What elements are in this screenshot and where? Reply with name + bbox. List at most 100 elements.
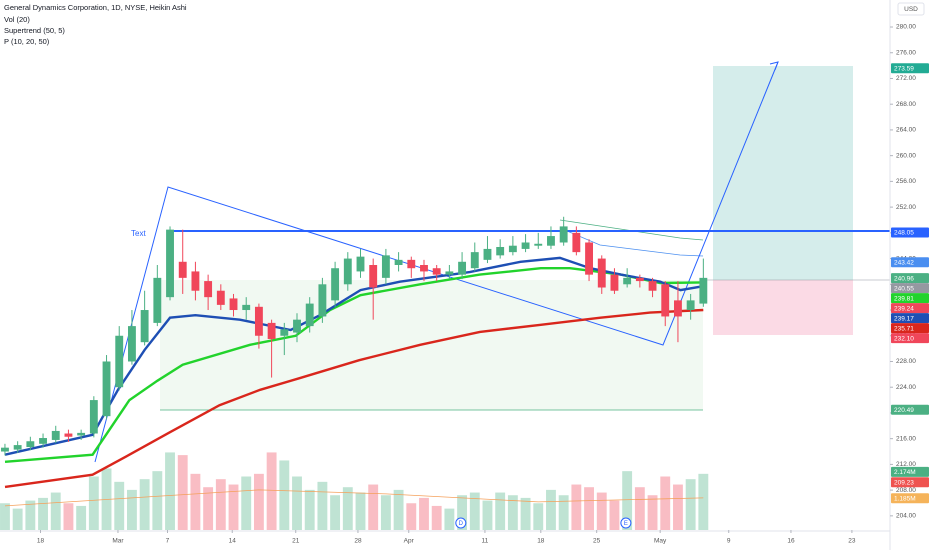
price-badge [891, 63, 929, 74]
candle-body [64, 433, 73, 437]
candle-body [610, 274, 619, 291]
price-badge [891, 493, 929, 504]
volume-bar [50, 492, 61, 530]
price-badge-label: 220.49 [894, 407, 914, 414]
volume-bar [685, 479, 696, 530]
volume-bar [457, 495, 468, 530]
price-badge-label: 239.24 [894, 305, 914, 312]
volume-bar [88, 476, 99, 530]
candle-body [1, 447, 9, 452]
price-badge-label: 243.42 [894, 260, 914, 267]
candle-body [153, 277, 162, 323]
candle-body [178, 261, 187, 278]
candle-body [547, 236, 555, 246]
volume-bar [596, 492, 607, 530]
line-series [4, 256, 704, 456]
x-tick-label: 25 [593, 538, 601, 545]
volume-bar [38, 497, 48, 530]
x-tick-label: 9 [727, 538, 731, 545]
event-icon[interactable] [620, 517, 632, 529]
event-label[interactable]: D [459, 521, 464, 527]
candle-body [305, 303, 314, 327]
volume-bar [330, 495, 341, 530]
price-badge [891, 273, 929, 284]
y-tick-label: 208.00 [896, 487, 916, 494]
target-zone [713, 66, 853, 280]
volume-bar [317, 481, 328, 530]
volume-bar [203, 487, 214, 530]
volume-bar [546, 489, 556, 530]
candle-body [635, 277, 644, 282]
volume-bar [495, 492, 506, 530]
candle-body [242, 304, 251, 311]
candle-body [648, 281, 657, 291]
candle-body [369, 265, 378, 288]
y-tick-label: 204.00 [896, 513, 916, 520]
line-series [4, 308, 704, 489]
volume-bar [114, 481, 125, 530]
candle-body [26, 441, 35, 448]
line-series [4, 267, 704, 463]
x-tick-label: 18 [37, 538, 45, 545]
candle-body [496, 246, 505, 256]
event-icon[interactable] [455, 517, 467, 529]
x-tick-label: 18 [537, 538, 545, 545]
volume-bar [368, 484, 379, 530]
volume-bar [673, 484, 683, 530]
candle-body [674, 300, 682, 317]
price-badge [891, 257, 929, 268]
volume-bar [584, 487, 594, 530]
x-tick-label: Mar [112, 538, 124, 545]
volume-bar [444, 508, 455, 530]
volume-bar [342, 487, 353, 530]
currency-box[interactable] [897, 2, 925, 16]
volume-bar [380, 495, 391, 530]
volume-bar [215, 479, 226, 530]
price-badge [891, 477, 929, 488]
y-tick-label: 264.00 [896, 127, 916, 134]
y-tick-label: 268.00 [896, 101, 916, 108]
event-label[interactable]: E [624, 521, 628, 527]
y-tick-label: 252.00 [896, 204, 916, 211]
price-badge-label: 239.17 [894, 315, 914, 322]
volume-layer [0, 452, 709, 530]
candle-body [102, 361, 111, 417]
candle-body [521, 242, 530, 249]
y-tick-label: 260.00 [896, 152, 916, 159]
volume-bar [698, 473, 709, 530]
candle-body [267, 322, 276, 339]
indicator: Supertrend (50, 5) [4, 26, 65, 35]
price-badge-label: 273.59 [894, 65, 914, 72]
candle-body [699, 277, 708, 304]
volume-bar [279, 460, 290, 530]
candle-body [331, 268, 340, 301]
candle-body [381, 255, 390, 278]
volume-bar [253, 473, 264, 530]
volume-bar [12, 508, 23, 530]
candle-body [559, 226, 568, 243]
volume-bar [152, 471, 163, 530]
currency[interactable]: USD [904, 6, 918, 13]
candle-body [13, 445, 22, 450]
candle-body [661, 284, 670, 317]
candle-body [191, 271, 200, 291]
volume-bar [0, 503, 10, 530]
y-tick-label: 224.00 [896, 384, 916, 391]
candle-body [534, 243, 543, 246]
x-tick-label: 21 [292, 538, 300, 545]
candle-body [407, 259, 416, 269]
volume-bar [419, 497, 429, 530]
volume-bar [634, 487, 645, 530]
x-tick-label: 11 [482, 538, 489, 545]
candle-body [280, 329, 289, 336]
arrow-head [769, 61, 779, 71]
candle-body [229, 298, 238, 311]
price-badge [891, 313, 929, 324]
candle-body [432, 268, 441, 275]
volume-bar [558, 495, 569, 530]
title: General Dynamics Corporation, 1D, NYSE, … [4, 3, 187, 12]
price-badge-label: 248.05 [894, 230, 914, 237]
y-tick-label: 272.00 [896, 75, 916, 82]
volume-bar [609, 500, 620, 530]
volume-bar [190, 473, 201, 530]
